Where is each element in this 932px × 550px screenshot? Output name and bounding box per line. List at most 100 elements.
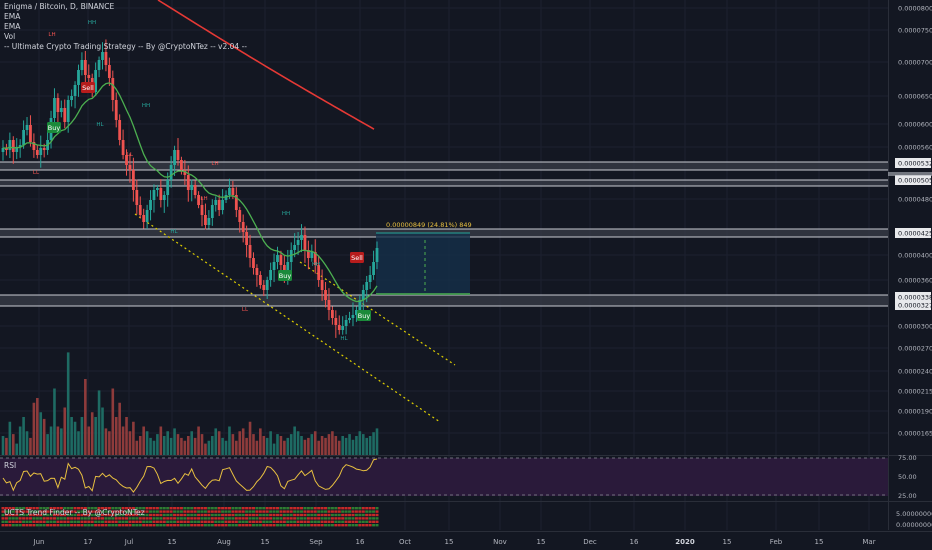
trend-bar bbox=[286, 513, 290, 517]
trend-bar bbox=[70, 510, 74, 513]
rsi-label[interactable]: RSI bbox=[4, 461, 17, 470]
trend-bar bbox=[313, 513, 317, 517]
price-tag: 0.00005053 bbox=[895, 175, 932, 185]
trend-bar bbox=[248, 507, 252, 510]
trend-bar bbox=[15, 520, 19, 523]
candle bbox=[269, 270, 273, 280]
trend-bar bbox=[207, 520, 211, 523]
trend-bar bbox=[125, 510, 129, 513]
symbol-title[interactable]: Enigma / Bitcoin, D, BINANCE bbox=[4, 2, 115, 11]
trend-bar bbox=[97, 510, 101, 513]
trend-bar bbox=[135, 513, 139, 517]
trend-bar bbox=[183, 524, 187, 527]
trend-bar bbox=[224, 510, 228, 513]
swing-label: HH bbox=[142, 103, 150, 109]
trend-bar bbox=[63, 513, 67, 517]
candle bbox=[207, 218, 211, 225]
volume-bar bbox=[22, 417, 25, 455]
candle bbox=[77, 70, 80, 85]
trend-bar bbox=[279, 513, 283, 517]
time-tick: 15 bbox=[168, 538, 177, 546]
trend-bar bbox=[46, 507, 50, 510]
time-tick: Feb bbox=[770, 538, 783, 546]
trend-bar bbox=[114, 520, 118, 523]
volume-bar bbox=[156, 434, 159, 455]
trend-bar bbox=[262, 513, 266, 517]
volume-bar bbox=[211, 436, 214, 455]
trend-bar bbox=[173, 524, 177, 527]
trend-bar bbox=[286, 510, 290, 513]
trend-bar bbox=[351, 524, 355, 527]
trend-bar bbox=[73, 524, 77, 527]
trend-bar bbox=[39, 520, 43, 523]
trend-bar bbox=[166, 520, 170, 523]
candle bbox=[241, 222, 245, 232]
trend-bar bbox=[155, 507, 159, 510]
ema-indicator-label[interactable]: EMA bbox=[4, 22, 21, 31]
trend-bar bbox=[97, 517, 101, 520]
trend-bar bbox=[63, 520, 67, 523]
price-tag-bg bbox=[895, 292, 931, 302]
trend-bar bbox=[306, 507, 310, 510]
trend-bar bbox=[203, 507, 207, 510]
trend-bar bbox=[200, 517, 204, 520]
trend-bar bbox=[354, 524, 358, 527]
price-tag-text: 0.00003270 bbox=[898, 302, 932, 310]
trend-bar bbox=[128, 513, 132, 517]
trend-bar bbox=[28, 517, 32, 520]
trend-bar bbox=[221, 520, 225, 523]
trend-bar bbox=[255, 520, 259, 523]
trend-bar bbox=[183, 510, 187, 513]
trend-bar bbox=[166, 507, 170, 510]
volume-indicator-label[interactable]: Vol bbox=[4, 32, 16, 41]
trend-bar bbox=[375, 520, 379, 523]
volume-bar bbox=[255, 440, 259, 455]
trend-bar bbox=[272, 524, 276, 527]
trend-finder-label[interactable]: UCTS Trend Finder -- By @CryptoNTez bbox=[4, 508, 145, 517]
candle bbox=[18, 145, 22, 147]
time-tick: 15 bbox=[723, 538, 732, 546]
trend-bar bbox=[135, 517, 139, 520]
trend-bar bbox=[224, 517, 228, 520]
volume-bar bbox=[358, 431, 362, 455]
trend-bar bbox=[255, 524, 259, 527]
price-tag: 0.00003270 bbox=[895, 300, 932, 310]
volume-bar bbox=[207, 440, 211, 455]
strategy-indicator-label[interactable]: -- Ultimate Crypto Trading Strategy -- B… bbox=[4, 42, 247, 51]
trend-bar bbox=[114, 507, 118, 510]
trend-bar bbox=[142, 507, 146, 510]
trend-bar bbox=[128, 524, 132, 527]
trend-bar bbox=[32, 507, 36, 510]
trend-bar bbox=[138, 524, 142, 527]
trend-bar bbox=[94, 507, 98, 510]
trend-bar bbox=[104, 517, 108, 520]
trend-bar bbox=[289, 513, 293, 517]
trend-bar bbox=[104, 520, 108, 523]
trend-bar bbox=[149, 510, 153, 513]
trend-bar bbox=[22, 513, 26, 517]
trend-bar bbox=[303, 520, 307, 523]
trend-bar bbox=[125, 517, 129, 520]
signal-text: Sell bbox=[82, 84, 94, 92]
candle bbox=[217, 200, 221, 210]
volume-bar bbox=[49, 426, 53, 455]
trend-bar bbox=[241, 517, 245, 520]
trend-bar bbox=[149, 524, 153, 527]
trend-bar bbox=[162, 520, 166, 523]
trend-bar bbox=[330, 520, 334, 523]
candle bbox=[355, 310, 358, 315]
candle bbox=[159, 188, 163, 200]
ema-indicator-label[interactable]: EMA bbox=[4, 12, 21, 21]
trend-bar bbox=[114, 513, 118, 517]
trend-bar bbox=[258, 520, 262, 523]
trend-bar bbox=[306, 517, 310, 520]
trend-bar bbox=[128, 507, 132, 510]
volume-bar bbox=[32, 402, 36, 455]
candle bbox=[344, 320, 348, 326]
trend-bar bbox=[320, 513, 324, 517]
trend-bar bbox=[83, 507, 87, 510]
trend-bar bbox=[207, 510, 211, 513]
volume-bar bbox=[169, 437, 173, 455]
